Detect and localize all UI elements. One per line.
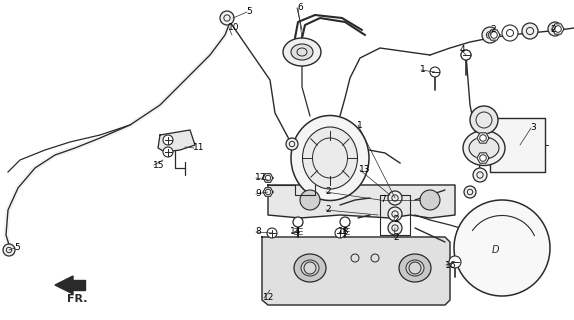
Circle shape (461, 50, 471, 60)
Polygon shape (268, 185, 455, 218)
Text: 5: 5 (14, 244, 20, 252)
Polygon shape (158, 130, 195, 152)
Text: 12: 12 (263, 293, 274, 302)
Text: 4: 4 (460, 45, 466, 54)
Ellipse shape (302, 127, 358, 189)
Text: 2: 2 (393, 234, 398, 243)
Text: 16: 16 (445, 260, 456, 269)
Text: 13: 13 (359, 165, 370, 174)
Text: 3: 3 (530, 124, 536, 132)
Circle shape (470, 106, 498, 134)
Circle shape (340, 217, 350, 227)
Circle shape (482, 27, 498, 43)
Text: 9: 9 (255, 189, 261, 198)
Text: 2: 2 (550, 26, 556, 35)
Circle shape (286, 138, 298, 150)
Polygon shape (552, 24, 564, 34)
Text: 10: 10 (228, 23, 239, 33)
Circle shape (267, 228, 277, 238)
Text: 2: 2 (393, 215, 398, 225)
Polygon shape (262, 237, 450, 305)
Circle shape (522, 23, 538, 39)
Circle shape (388, 221, 402, 235)
Text: 6: 6 (297, 4, 302, 12)
Text: 2: 2 (490, 26, 495, 35)
Circle shape (464, 186, 476, 198)
Ellipse shape (469, 137, 499, 159)
Text: 11: 11 (193, 143, 204, 153)
Polygon shape (488, 30, 500, 40)
Text: D: D (492, 245, 499, 255)
Ellipse shape (291, 116, 369, 201)
Circle shape (450, 257, 460, 267)
Polygon shape (263, 174, 273, 182)
Circle shape (473, 168, 487, 182)
Ellipse shape (291, 44, 313, 60)
Circle shape (300, 190, 320, 210)
Circle shape (335, 228, 345, 238)
Polygon shape (263, 188, 273, 196)
Text: 2: 2 (325, 188, 331, 196)
Circle shape (420, 190, 440, 210)
Text: 1: 1 (420, 66, 426, 75)
Ellipse shape (283, 38, 321, 66)
Polygon shape (490, 118, 545, 172)
Text: 14: 14 (290, 228, 301, 236)
Circle shape (461, 50, 471, 60)
Polygon shape (55, 276, 73, 294)
Circle shape (163, 135, 173, 145)
Polygon shape (477, 133, 489, 143)
Text: 18: 18 (338, 228, 350, 236)
Ellipse shape (294, 254, 326, 282)
Text: 2: 2 (325, 205, 331, 214)
Circle shape (388, 207, 402, 221)
Text: 7: 7 (380, 196, 386, 204)
Polygon shape (477, 153, 489, 163)
Circle shape (502, 25, 518, 41)
Ellipse shape (301, 260, 319, 276)
Ellipse shape (406, 260, 424, 276)
Ellipse shape (463, 131, 505, 165)
Circle shape (3, 244, 15, 256)
Text: 17: 17 (255, 173, 266, 182)
Polygon shape (69, 280, 85, 290)
Circle shape (163, 147, 173, 157)
Circle shape (293, 217, 303, 227)
Circle shape (220, 11, 234, 25)
Circle shape (388, 191, 402, 205)
Text: 15: 15 (153, 161, 165, 170)
Ellipse shape (399, 254, 431, 282)
Text: 1: 1 (357, 121, 363, 130)
Circle shape (430, 67, 440, 77)
Circle shape (548, 22, 562, 36)
Text: 5: 5 (246, 7, 252, 17)
Text: FR.: FR. (67, 294, 87, 304)
Circle shape (449, 256, 461, 268)
Circle shape (454, 200, 550, 296)
Text: 8: 8 (255, 228, 261, 236)
